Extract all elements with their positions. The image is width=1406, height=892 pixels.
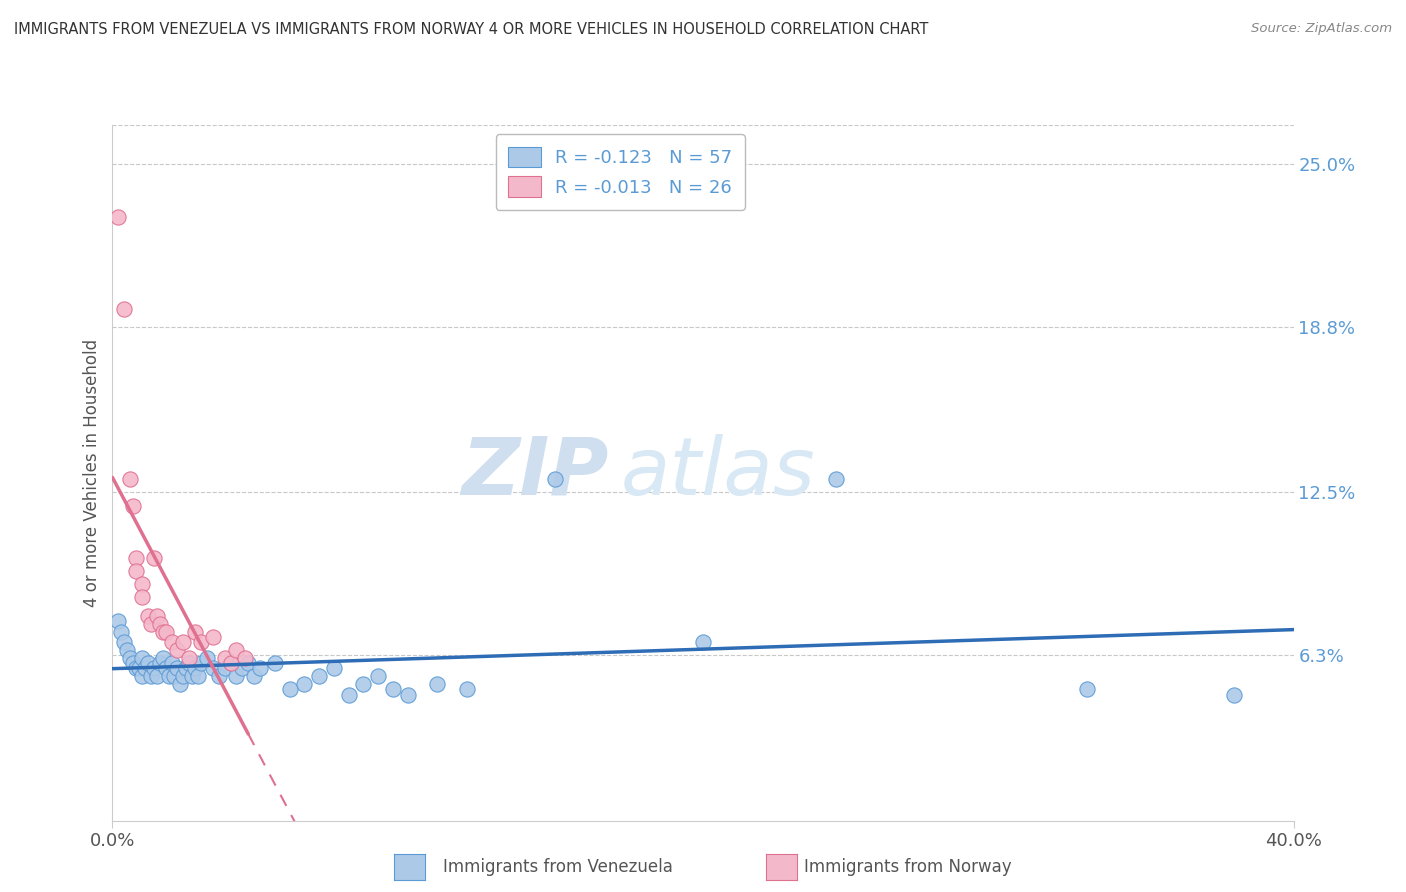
Point	[201, 630, 224, 644]
Point	[131, 577, 153, 591]
Legend: R = -0.123   N = 57, R = -0.013   N = 26: R = -0.123 N = 57, R = -0.013 N = 26	[496, 134, 745, 210]
Point	[107, 210, 129, 224]
Point	[187, 669, 209, 683]
Point	[110, 624, 132, 639]
Point	[219, 656, 242, 670]
Point	[125, 551, 148, 566]
Point	[367, 669, 389, 683]
Point	[149, 616, 172, 631]
Point	[308, 669, 330, 683]
Point	[544, 472, 567, 486]
Point	[190, 656, 212, 670]
Point	[125, 661, 148, 675]
Point	[142, 661, 165, 675]
Point	[152, 651, 174, 665]
Point	[146, 669, 169, 683]
Point	[174, 661, 197, 675]
Point	[172, 669, 194, 683]
Point	[122, 656, 145, 670]
Point	[142, 551, 165, 566]
Point	[323, 661, 346, 675]
Point	[456, 682, 478, 697]
Point	[292, 677, 315, 691]
Point	[238, 656, 260, 670]
Point	[190, 635, 212, 649]
Point	[426, 677, 449, 691]
Point	[136, 656, 159, 670]
Point	[139, 669, 162, 683]
Point	[201, 661, 224, 675]
Text: Immigrants from Venezuela: Immigrants from Venezuela	[443, 858, 672, 876]
Point	[131, 591, 153, 605]
Point	[249, 661, 271, 675]
Point	[166, 643, 188, 657]
Text: atlas: atlas	[620, 434, 815, 512]
Point	[214, 651, 236, 665]
Text: Source: ZipAtlas.com: Source: ZipAtlas.com	[1251, 22, 1392, 36]
Point	[155, 661, 177, 675]
Point	[172, 635, 194, 649]
Point	[243, 669, 266, 683]
Point	[139, 616, 162, 631]
Point	[208, 669, 231, 683]
Point	[195, 651, 218, 665]
Point	[264, 656, 287, 670]
Point	[184, 624, 207, 639]
Point	[122, 499, 145, 513]
Point	[112, 301, 135, 316]
Point	[184, 661, 207, 675]
Point	[125, 564, 148, 578]
Point	[179, 651, 201, 665]
Point	[278, 682, 301, 697]
Point	[157, 669, 180, 683]
Point	[179, 656, 201, 670]
Point	[382, 682, 405, 697]
Point	[160, 635, 183, 649]
Point	[112, 635, 135, 649]
Point	[117, 643, 138, 657]
Point	[160, 656, 183, 670]
Point	[134, 661, 156, 675]
Text: IMMIGRANTS FROM VENEZUELA VS IMMIGRANTS FROM NORWAY 4 OR MORE VEHICLES IN HOUSEH: IMMIGRANTS FROM VENEZUELA VS IMMIGRANTS …	[14, 22, 928, 37]
Point	[155, 624, 177, 639]
Point	[1076, 682, 1098, 697]
Point	[120, 472, 142, 486]
Point	[152, 624, 174, 639]
Point	[233, 651, 256, 665]
Point	[169, 677, 191, 691]
Point	[163, 669, 186, 683]
Point	[1223, 688, 1246, 702]
Text: Immigrants from Norway: Immigrants from Norway	[804, 858, 1012, 876]
Point	[824, 472, 846, 486]
Point	[337, 688, 360, 702]
Point	[225, 643, 247, 657]
Point	[396, 688, 419, 702]
Point	[146, 608, 169, 623]
Point	[219, 656, 242, 670]
Point	[136, 608, 159, 623]
Point	[149, 656, 172, 670]
Point	[128, 661, 150, 675]
Y-axis label: 4 or more Vehicles in Household: 4 or more Vehicles in Household	[83, 339, 101, 607]
Point	[120, 651, 142, 665]
Text: ZIP: ZIP	[461, 434, 609, 512]
Point	[107, 614, 129, 628]
Point	[692, 635, 714, 649]
Point	[352, 677, 374, 691]
Point	[131, 669, 153, 683]
Point	[231, 661, 253, 675]
Point	[214, 661, 236, 675]
Point	[131, 651, 153, 665]
Point	[225, 669, 247, 683]
Point	[166, 661, 188, 675]
Point	[181, 669, 204, 683]
